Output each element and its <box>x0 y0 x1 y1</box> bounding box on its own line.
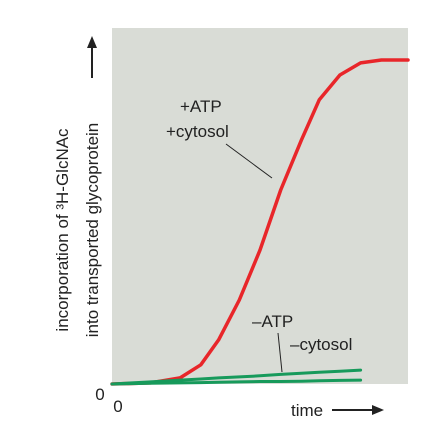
plot-area <box>112 28 408 384</box>
y-tick-label: 0 <box>95 385 104 404</box>
y-axis-label: into transported glycoprotein <box>83 123 102 338</box>
series-line <box>110 368 363 386</box>
axis-arrow-head <box>87 36 97 48</box>
x-axis-label: time <box>291 401 323 420</box>
axis-arrow-head <box>372 405 384 415</box>
leader-line <box>277 332 283 373</box>
annotation: –cytosol <box>290 335 352 354</box>
x-tick-label: 0 <box>113 397 122 416</box>
marks <box>110 58 410 386</box>
y-axis-label: incorporation of ³H-GlcNAc <box>53 128 72 332</box>
annotation: +cytosol <box>166 122 229 141</box>
leader-line <box>225 143 273 179</box>
series-line <box>110 378 363 386</box>
annotation: –ATP <box>252 312 293 331</box>
annotation: +ATP <box>180 97 222 116</box>
series-line <box>110 58 410 386</box>
